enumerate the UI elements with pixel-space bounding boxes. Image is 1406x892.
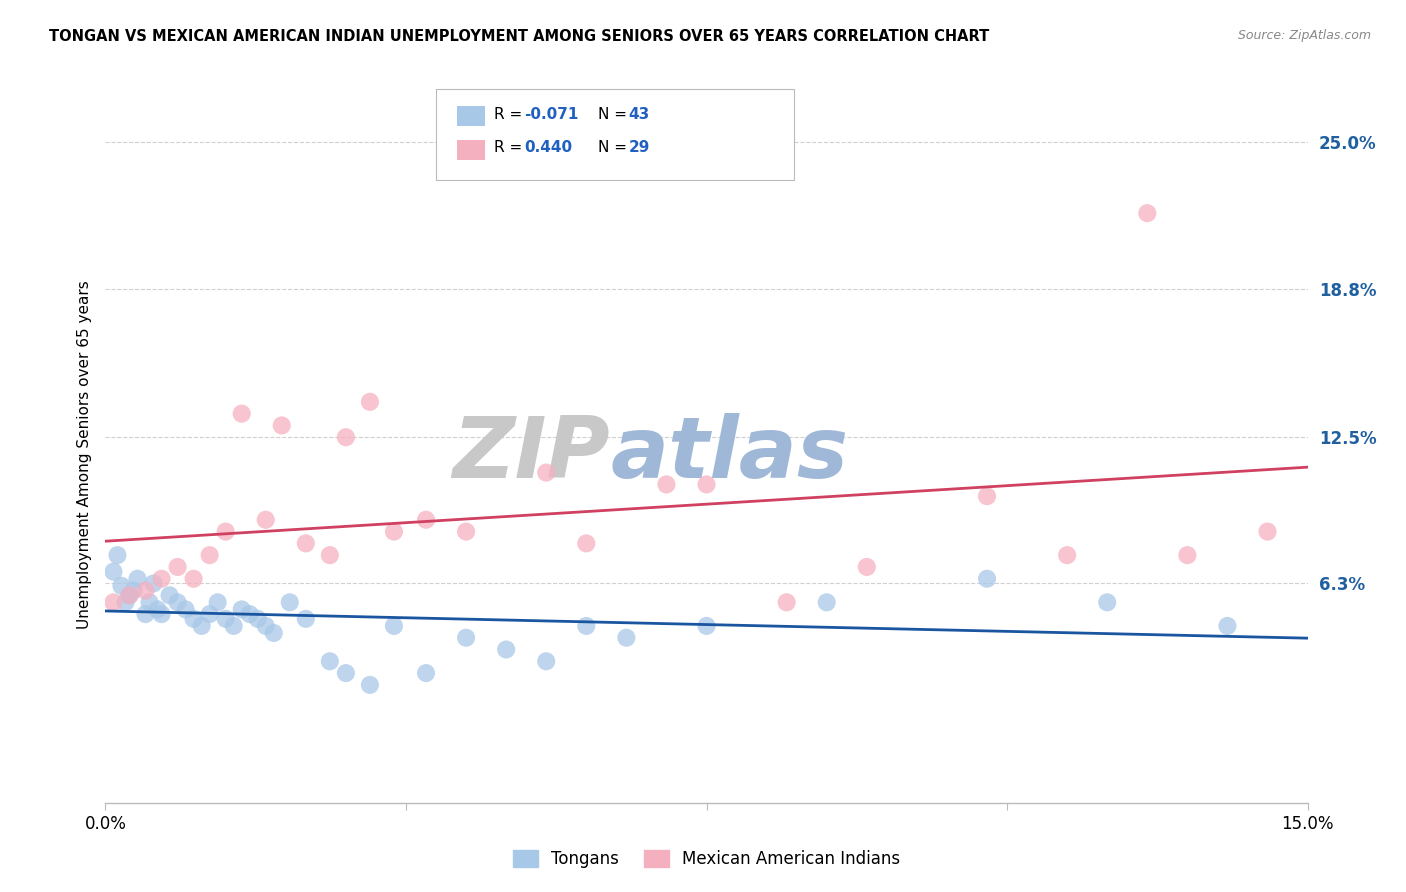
- Point: [976, 572, 998, 586]
- Point: [335, 666, 357, 681]
- Y-axis label: Unemployment Among Seniors over 65 years: Unemployment Among Seniors over 65 years: [76, 281, 91, 629]
- Text: 0.440: 0.440: [524, 140, 572, 154]
- Point: [190, 619, 212, 633]
- Text: 29: 29: [628, 140, 650, 154]
- Point: [815, 595, 838, 609]
- Text: N =: N =: [598, 140, 631, 154]
- Point: [198, 548, 221, 562]
- Text: ZIP: ZIP: [453, 413, 610, 497]
- Point: [319, 654, 342, 668]
- Point: [146, 602, 169, 616]
- Point: [534, 466, 557, 480]
- Text: 43: 43: [628, 107, 650, 121]
- Point: [1056, 548, 1078, 562]
- Point: [534, 654, 557, 668]
- Point: [382, 619, 405, 633]
- Point: [415, 666, 437, 681]
- Text: -0.071: -0.071: [524, 107, 579, 121]
- Point: [575, 619, 598, 633]
- Point: [319, 548, 342, 562]
- Point: [278, 595, 301, 609]
- Point: [118, 588, 141, 602]
- Point: [114, 595, 136, 609]
- Point: [696, 619, 718, 633]
- Point: [263, 626, 285, 640]
- Point: [207, 595, 229, 609]
- Point: [159, 588, 181, 602]
- Point: [239, 607, 262, 621]
- Text: R =: R =: [494, 107, 527, 121]
- Point: [142, 576, 165, 591]
- Point: [1136, 206, 1159, 220]
- Point: [138, 595, 160, 609]
- Point: [270, 418, 292, 433]
- Point: [127, 572, 149, 586]
- Point: [183, 572, 205, 586]
- Point: [214, 524, 236, 539]
- Point: [776, 595, 799, 609]
- Point: [107, 548, 129, 562]
- Point: [174, 602, 197, 616]
- Point: [456, 631, 478, 645]
- Point: [1175, 548, 1198, 562]
- Point: [976, 489, 998, 503]
- Point: [415, 513, 437, 527]
- Point: [456, 524, 478, 539]
- Text: Source: ZipAtlas.com: Source: ZipAtlas.com: [1237, 29, 1371, 42]
- Point: [183, 612, 205, 626]
- Point: [335, 430, 357, 444]
- Point: [118, 588, 141, 602]
- Point: [103, 565, 125, 579]
- Point: [295, 536, 318, 550]
- Text: atlas: atlas: [610, 413, 848, 497]
- Point: [359, 395, 381, 409]
- Point: [166, 560, 188, 574]
- Point: [616, 631, 638, 645]
- Point: [150, 607, 173, 621]
- Point: [1257, 524, 1279, 539]
- Point: [1097, 595, 1119, 609]
- Point: [495, 642, 517, 657]
- Point: [122, 583, 145, 598]
- Point: [295, 612, 318, 626]
- Point: [246, 612, 269, 626]
- Point: [166, 595, 188, 609]
- Text: N =: N =: [598, 107, 631, 121]
- Point: [855, 560, 877, 574]
- Point: [214, 612, 236, 626]
- Point: [575, 536, 598, 550]
- Point: [110, 579, 132, 593]
- Point: [359, 678, 381, 692]
- Point: [231, 602, 253, 616]
- Point: [231, 407, 253, 421]
- Point: [135, 583, 157, 598]
- Point: [103, 595, 125, 609]
- Point: [382, 524, 405, 539]
- Point: [135, 607, 157, 621]
- Legend: Tongans, Mexican American Indians: Tongans, Mexican American Indians: [506, 843, 907, 874]
- Point: [1216, 619, 1239, 633]
- Point: [150, 572, 173, 586]
- Point: [198, 607, 221, 621]
- Text: TONGAN VS MEXICAN AMERICAN INDIAN UNEMPLOYMENT AMONG SENIORS OVER 65 YEARS CORRE: TONGAN VS MEXICAN AMERICAN INDIAN UNEMPL…: [49, 29, 990, 44]
- Point: [222, 619, 245, 633]
- Point: [696, 477, 718, 491]
- Point: [254, 513, 277, 527]
- Text: R =: R =: [494, 140, 527, 154]
- Point: [254, 619, 277, 633]
- Point: [655, 477, 678, 491]
